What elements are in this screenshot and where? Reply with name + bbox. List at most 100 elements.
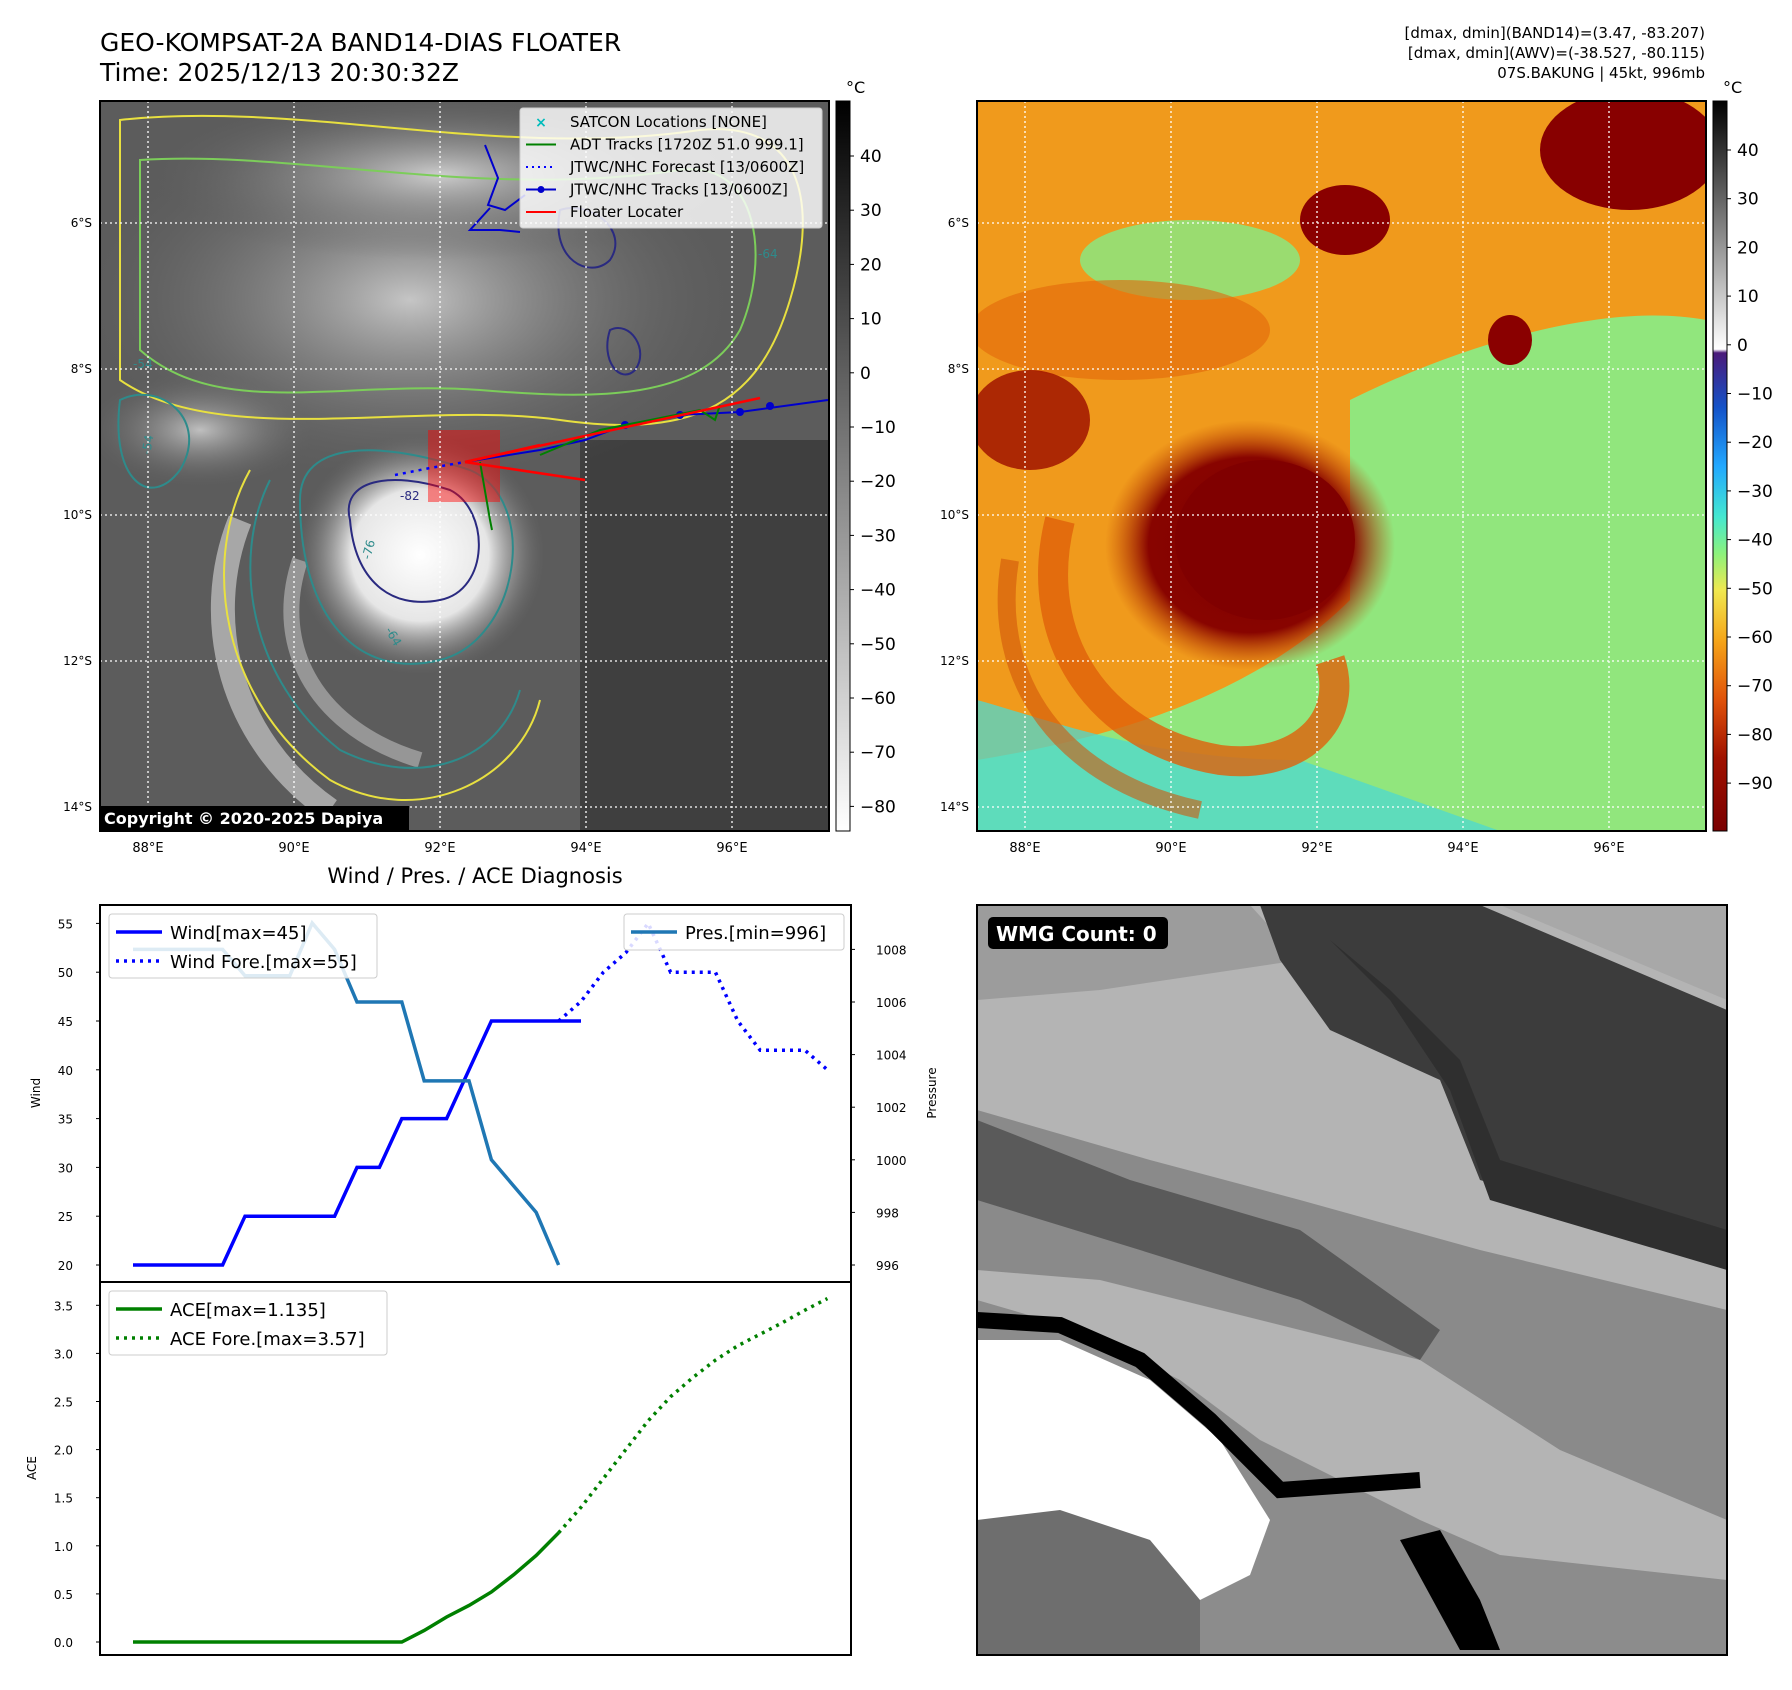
- wmg-count-label: WMG Count: 0: [996, 922, 1157, 946]
- wmg-dark-band: [1330, 940, 1727, 1270]
- spiral-band: [1038, 516, 1350, 777]
- colorbar-tick-label: −90: [1737, 774, 1773, 794]
- map-frame: [976, 100, 1707, 832]
- wmg-black-patch: [1400, 1530, 1500, 1650]
- legend-label: SATCON Locations [NONE]: [570, 113, 767, 131]
- lat-tick-label: 8°S: [948, 362, 969, 376]
- ace-tick-label: 2.5: [54, 1396, 73, 1410]
- colorbar-color-unit: °C: [1723, 78, 1742, 97]
- wind-tick-label: 25: [58, 1210, 73, 1224]
- colorbar-tick-label: −20: [860, 472, 896, 492]
- colorbar-tick-label: 40: [860, 147, 882, 167]
- wind-tick-label: 50: [58, 966, 73, 980]
- contour-line: [139, 157, 757, 396]
- lon-tick-label: 94°E: [570, 841, 601, 856]
- wind-line: [133, 1019, 581, 1267]
- cold-cloud: [977, 370, 1090, 470]
- figure-timestamp: Time: 2025/12/13 20:30:32Z: [99, 58, 459, 87]
- track-point: [736, 408, 744, 416]
- lon-tick-label: 92°E: [424, 841, 455, 856]
- pressure-tick-label: 1004: [876, 1049, 907, 1063]
- contour-label: -54: [139, 434, 156, 456]
- colorbar-tick-label: −30: [860, 526, 896, 546]
- pressure-tick-label: 996: [876, 1259, 899, 1273]
- colorbar-tick-label: −70: [1737, 677, 1773, 697]
- wmg-black-edge: [977, 1312, 1421, 1499]
- colorbar-tick-label: −40: [1737, 531, 1773, 551]
- colorbar-tick-label: −60: [860, 689, 896, 709]
- cold-cloud: [1300, 185, 1390, 255]
- cold-cloud: [1540, 101, 1706, 210]
- colorbar-tick-label: 30: [860, 201, 882, 221]
- wind-tick-label: 40: [58, 1064, 73, 1078]
- rain-band: [210, 515, 337, 820]
- colorbar-tick-label: −80: [1737, 725, 1773, 745]
- wind-axis-label: Wind: [29, 1078, 43, 1108]
- contour-line: [223, 469, 541, 802]
- contour-label: -64: [758, 247, 778, 261]
- wind-tick-label: 30: [58, 1161, 73, 1175]
- copyright-text: Copyright © 2020-2025 Dapiya: [104, 809, 383, 828]
- lat-tick-label: 14°S: [940, 800, 969, 814]
- legend-label: Floater Locater: [570, 203, 684, 221]
- ir-color-map: [977, 101, 1706, 831]
- legend-label: Wind[max=45]: [170, 923, 307, 944]
- pressure-legend: Pres.[min=996]: [623, 913, 845, 951]
- adt-track: [479, 461, 493, 531]
- lat-tick-label: 8°S: [71, 362, 92, 376]
- legend-label: Pres.[min=996]: [685, 923, 826, 944]
- wmg-panel: [977, 905, 1727, 1655]
- pressure-tick-label: 1008: [876, 943, 907, 957]
- wmg-frame: [976, 904, 1728, 1656]
- map-gridlines: [977, 101, 1706, 831]
- lat-tick-label: 10°S: [63, 508, 92, 522]
- ace-axis-label: ACE: [25, 1456, 39, 1480]
- floater-locater-line: [464, 443, 541, 464]
- diagnosis-title: Wind / Pres. / ACE Diagnosis: [327, 864, 622, 888]
- colorbar-tick-label: 40: [1737, 141, 1759, 161]
- contour-line: [117, 393, 191, 489]
- lat-tick-label: 10°S: [940, 508, 969, 522]
- lat-tick-label: 12°S: [940, 654, 969, 668]
- track-point: [766, 402, 774, 410]
- pressure-tick-label: 998: [876, 1206, 899, 1220]
- lat-tick-label: 6°S: [948, 216, 969, 230]
- legend-label: JTWC/NHC Tracks [13/0600Z]: [569, 181, 788, 199]
- ace-tick-label: 3.5: [54, 1299, 73, 1313]
- lat-tick-label: 14°S: [63, 800, 92, 814]
- colorbar-tick-label: −20: [1737, 433, 1773, 453]
- colorbar-tick-label: −50: [860, 635, 896, 655]
- ace-forecast-line: [557, 1297, 829, 1534]
- map-legend: × SATCON Locations [NONE] ADT Tracks [1720…: [519, 107, 823, 229]
- clear-region: [977, 315, 1706, 831]
- storm-core: [295, 435, 545, 675]
- wind-legend: Wind[max=45] Wind Fore.[max=55]: [108, 913, 378, 979]
- legend-entries: × SATCON Locations [NONE] ADT Tracks [1720…: [526, 113, 804, 221]
- cold-cloud: [1488, 315, 1532, 365]
- legend-label: ADT Tracks [1720Z 51.0 999.1]: [570, 136, 804, 154]
- colorbar-tick-label: 20: [1737, 238, 1759, 258]
- colorbar-tick-label: −50: [1737, 579, 1773, 599]
- lon-tick-label: 92°E: [1301, 841, 1332, 856]
- ace-line: [133, 1531, 560, 1644]
- info-line-3: 07S.BAKUNG | 45kt, 996mb: [1497, 64, 1705, 82]
- wmg-region: [977, 905, 1727, 1000]
- wind-forecast-line: [557, 920, 829, 1072]
- wind-tick-label: 45: [58, 1015, 73, 1029]
- pressure-tick-label: 1006: [876, 996, 907, 1010]
- figure-title: GEO-KOMPSAT-2A BAND14-DIAS FLOATER: [100, 28, 621, 57]
- wmg-lower-dark: [977, 1510, 1200, 1655]
- wind-tick-label: 20: [58, 1259, 73, 1273]
- contour-line: [298, 449, 514, 665]
- map-gridlines: [100, 101, 829, 831]
- lon-tick-label: 90°E: [278, 841, 309, 856]
- rain-band: [283, 557, 423, 768]
- legend-swatch-dot: [537, 186, 545, 193]
- lat-tick-label: 6°S: [71, 216, 92, 230]
- colorbar-color-ticks: 40 30 20 10 0 −10 −20 −30 −40 −50 −60 −70 −80 −90: [1727, 141, 1773, 794]
- info-line-2: [dmax, dmin](AWV)=(-38.527, -80.115): [1408, 44, 1705, 62]
- map-axis-ticks: 6°S 8°S 10°S 12°S 14°S 88°E 90°E 92°E 94°E 96°E: [940, 216, 1625, 856]
- ace-tick-label: 2.0: [54, 1444, 73, 1458]
- ace-tick-label: 1.5: [54, 1492, 73, 1506]
